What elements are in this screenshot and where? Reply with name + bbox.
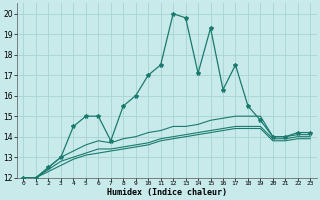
X-axis label: Humidex (Indice chaleur): Humidex (Indice chaleur) [107, 188, 227, 197]
